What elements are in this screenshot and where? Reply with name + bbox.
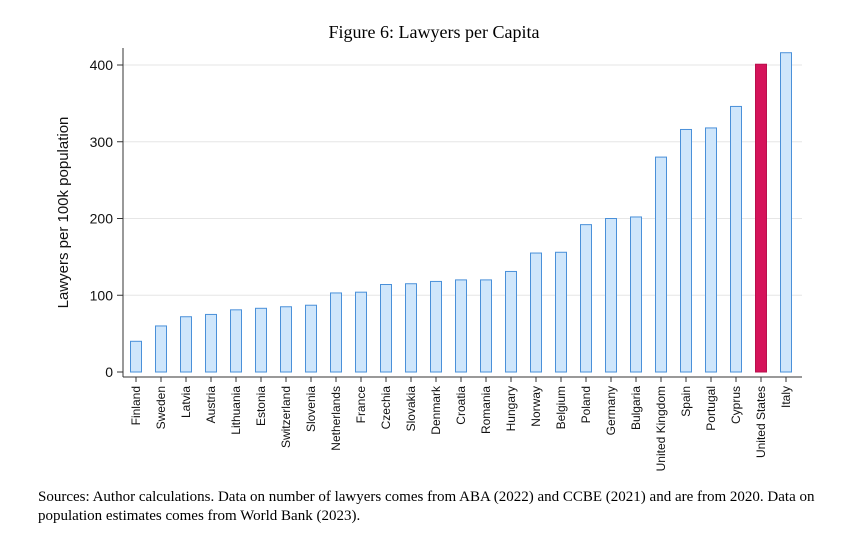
bar	[680, 128, 692, 373]
bar	[130, 340, 142, 373]
bar	[405, 283, 417, 373]
y-tick-label: 400	[90, 57, 114, 73]
bar	[380, 284, 392, 373]
x-tick-label: Romania	[479, 386, 493, 434]
bar-highlight	[755, 63, 767, 373]
bar	[455, 279, 467, 373]
bar	[355, 291, 367, 373]
bar	[280, 306, 292, 373]
x-tick-label: Estonia	[254, 386, 268, 426]
bar	[330, 292, 342, 373]
bar	[580, 224, 592, 373]
x-tick-label: Lithuania	[229, 386, 243, 435]
x-tick-label: Austria	[204, 386, 218, 424]
bar	[505, 270, 517, 373]
sources-note: Sources: Author calculations. Data on nu…	[38, 489, 815, 524]
x-tick-label: Slovakia	[404, 386, 418, 432]
bar	[180, 316, 192, 373]
bar	[155, 325, 167, 373]
x-tick-label: Norway	[529, 386, 543, 427]
bar	[655, 156, 667, 373]
bar	[705, 127, 717, 373]
x-tick-label: Germany	[604, 386, 618, 435]
x-tick-label: Bulgaria	[629, 386, 643, 430]
x-tick-label: Switzerland	[279, 386, 293, 448]
x-tick-label: Sweden	[154, 386, 168, 429]
x-tick-label: Latvia	[179, 386, 193, 418]
bar	[605, 218, 617, 373]
y-tick-label: 300	[90, 134, 114, 150]
bar	[430, 280, 442, 373]
bar	[230, 309, 242, 373]
x-tick-label: Denmark	[429, 385, 443, 435]
x-tick-label: Spain	[679, 386, 693, 417]
bar	[530, 252, 542, 373]
bar	[480, 279, 492, 373]
bar	[205, 313, 217, 373]
x-tick-label: Finland	[129, 386, 143, 425]
bar	[630, 216, 642, 373]
x-tick-label: Poland	[579, 386, 593, 423]
x-tick-label: France	[354, 386, 368, 424]
x-tick-label: Netherlands	[329, 386, 343, 451]
x-tick-label: Czechia	[379, 386, 393, 430]
x-tick-label: United Kingdom	[654, 386, 668, 471]
y-tick-label: 100	[90, 287, 114, 303]
y-tick-label: 200	[90, 211, 114, 227]
y-tick-label: 0	[105, 364, 113, 380]
bar	[255, 307, 267, 373]
x-tick-label: Belgium	[554, 386, 568, 429]
bar	[555, 251, 567, 373]
x-tick-label: United States	[754, 386, 768, 458]
bar	[305, 304, 317, 373]
x-tick-label: Portugal	[704, 386, 718, 431]
bar-chart: 0 100 200 300 400 Lawyers per 100k population…	[55, 48, 802, 471]
x-tick-label: Italy	[779, 386, 793, 408]
y-axis-title: Lawyers per 100k population	[55, 117, 72, 309]
x-tick-label: Slovenia	[304, 386, 318, 432]
bar	[780, 52, 792, 373]
x-tick-label: Cyprus	[729, 386, 743, 424]
bar	[730, 105, 742, 373]
chart-title: Figure 6: Lawyers per Capita	[328, 22, 540, 42]
x-tick-label: Hungary	[504, 386, 518, 431]
x-tick-label: Croatia	[454, 386, 468, 425]
